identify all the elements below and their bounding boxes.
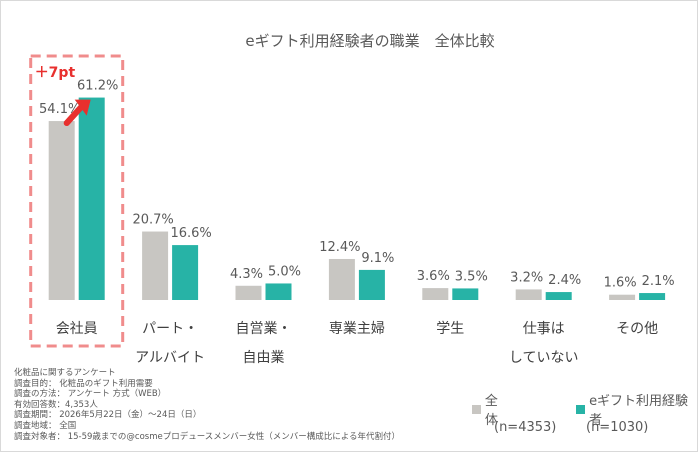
category-label: 自由業 <box>243 350 285 366</box>
bars-group <box>48 97 666 300</box>
category-label: 会社員 <box>56 321 98 337</box>
value-labels-group: 54.1% 61.2% 20.7%16.6% 4.3% 5.0% 12.4%9.1% 3.6… <box>39 79 675 291</box>
bar-gift <box>545 292 572 300</box>
legend-label: eギフト利用経験者 <box>589 394 689 428</box>
highlight-group: ＋7pt <box>29 54 125 348</box>
category-label: アルバイト <box>135 350 205 366</box>
value-label: 20.7% <box>132 213 173 228</box>
bar-gift <box>358 269 385 300</box>
bar-gift <box>265 283 292 300</box>
bar-all <box>235 285 262 300</box>
legend: 全体 eギフト利用経験者 <box>472 390 700 428</box>
value-label: 3.5% <box>455 269 488 284</box>
survey-notes: 化粧品に関するアンケート 調査目的： 化粧品のギフト利用需要 調査の方法： アン… <box>14 368 400 442</box>
bar-gift <box>639 293 666 300</box>
bar-all <box>142 231 169 300</box>
legend-entry: 全体 eギフト利用経験者 <box>472 390 700 428</box>
category-label: 仕事は <box>523 321 565 337</box>
value-label: 5.0% <box>268 264 301 279</box>
survey-note: 調査目的： 化粧品のギフト利用需要 <box>14 378 153 389</box>
bar-gift <box>172 245 199 300</box>
value-label: 54.1% <box>39 102 80 117</box>
chart-title: eギフト利用経験者の職業 全体比較 <box>245 32 494 50</box>
bar-all <box>328 258 355 300</box>
survey-note: 調査の方法： アンケート 方式（WEB） <box>14 389 167 400</box>
bar-all <box>609 294 636 300</box>
value-label: 16.6% <box>170 226 211 241</box>
survey-note: 有効回答数：4,353人 <box>14 399 98 410</box>
bar-gift <box>452 288 479 300</box>
legend-n-gift: (n=1030) <box>586 420 649 435</box>
category-label: していない <box>509 350 579 366</box>
bar-all <box>422 288 449 300</box>
legend-swatch-all <box>472 404 481 414</box>
value-label: 61.2% <box>77 79 118 94</box>
survey-note: 調査対象者： 15-59歳までの@cosmeプロデュースメンバー女性（メンバー構… <box>14 431 401 442</box>
value-label: 1.6% <box>604 276 637 291</box>
value-label: 3.6% <box>417 269 450 284</box>
bar-all <box>515 289 542 300</box>
value-label: 2.4% <box>548 273 581 288</box>
value-label: 2.1% <box>642 274 675 289</box>
increase-arrow-shaft <box>63 104 84 127</box>
value-label: 12.4% <box>319 240 360 255</box>
legend-label: 全体 <box>484 394 498 428</box>
bar-all <box>48 121 75 300</box>
category-label: 学生 <box>436 321 464 337</box>
value-label: 9.1% <box>361 251 394 266</box>
highlight-box <box>29 54 125 348</box>
value-label: 4.3% <box>230 267 263 282</box>
increase-arrow-head <box>74 99 91 116</box>
value-label: 3.2% <box>510 270 543 285</box>
category-label: パート・ <box>142 321 198 337</box>
survey-note: 調査期間： 2026年5月22日（金）～24日（日） <box>14 410 202 421</box>
highlight-label: ＋7pt <box>35 65 76 81</box>
category-label: その他 <box>616 321 658 337</box>
category-label: 専業主婦 <box>329 320 385 337</box>
survey-note: 調査地域： 全国 <box>14 420 77 431</box>
legend-swatch-gift <box>576 404 586 414</box>
survey-note: 化粧品に関するアンケート <box>14 368 116 378</box>
bar-gift <box>78 97 105 300</box>
legend-n-all: (n=4353) <box>494 420 557 435</box>
category-label: 自営業・ <box>236 321 292 337</box>
